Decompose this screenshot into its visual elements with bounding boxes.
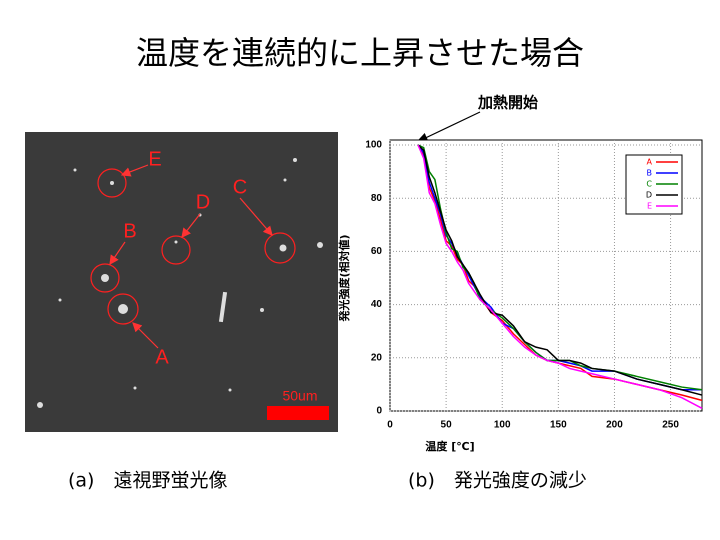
slide-title: 温度を連続的に上昇させた場合 bbox=[136, 34, 584, 72]
arrows bbox=[109, 164, 273, 349]
caption: (b) 発光強度の減少 bbox=[408, 470, 587, 492]
scale-bar bbox=[267, 406, 329, 420]
micrograph: E B D C A 50um bbox=[25, 132, 338, 432]
y-axis-label: 発光強度(相対値) bbox=[337, 234, 351, 322]
x-tick-label: 100 bbox=[494, 420, 511, 431]
spot-label: C bbox=[233, 176, 247, 198]
bright-spots bbox=[37, 158, 323, 408]
annotation-arrow bbox=[415, 111, 481, 143]
y-tick-label: 80 bbox=[371, 193, 383, 204]
x-tick-label: 50 bbox=[441, 420, 453, 431]
annotation: 加熱開始 bbox=[477, 94, 538, 112]
y-tick-label: 40 bbox=[371, 299, 383, 310]
spot-label: E bbox=[148, 148, 161, 170]
spot-labels: E B D C A bbox=[123, 148, 247, 368]
legend-label: A bbox=[647, 158, 653, 167]
y-tick-label: 60 bbox=[371, 246, 383, 257]
series-line bbox=[417, 144, 703, 396]
x-tick-label: 150 bbox=[550, 420, 567, 431]
legend-label: D bbox=[646, 191, 652, 200]
legend-label: B bbox=[647, 169, 653, 178]
caption: (a) 遠視野蛍光像 bbox=[68, 470, 227, 492]
series-line bbox=[417, 144, 703, 410]
scale-label: 50um bbox=[282, 388, 317, 404]
x-tick-label: 0 bbox=[387, 420, 393, 431]
image-background bbox=[25, 132, 338, 432]
series-line bbox=[417, 144, 703, 402]
legend-label: C bbox=[646, 180, 652, 189]
circles bbox=[90, 168, 296, 325]
legend-label: E bbox=[647, 202, 652, 211]
spot-label: A bbox=[155, 346, 169, 368]
y-tick-label: 20 bbox=[371, 352, 383, 363]
spot-label: D bbox=[196, 191, 210, 213]
x-tick-label: 200 bbox=[606, 420, 623, 431]
spot-label: B bbox=[123, 220, 136, 242]
y-tick-label: 100 bbox=[365, 140, 382, 151]
x-axis-label: 温度 [℃] bbox=[425, 439, 474, 453]
x-tick-label: 250 bbox=[662, 420, 679, 431]
y-tick-label: 0 bbox=[376, 406, 382, 417]
